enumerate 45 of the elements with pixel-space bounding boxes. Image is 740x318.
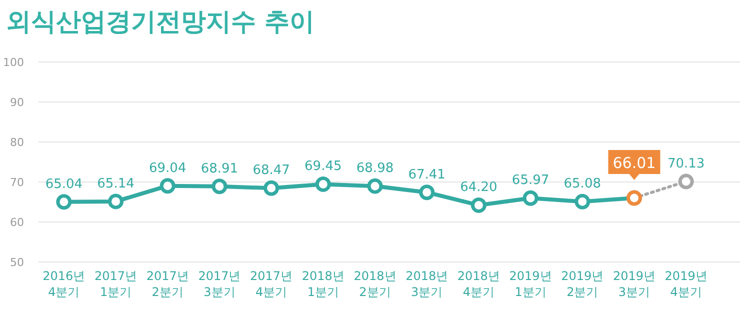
x-tick-label: 2018년 2분기: [354, 269, 396, 299]
x-tick-label: 2019년 1분기: [509, 269, 552, 299]
point: [212, 178, 228, 194]
y-tick-label: 80: [10, 136, 24, 149]
point: [160, 178, 176, 194]
chart-title: 외식산업경기전망지수 추이: [6, 7, 315, 36]
point: [574, 194, 590, 210]
x-tick-label: 2017년 4분기: [250, 269, 293, 299]
x-tick-label: 2016년 4분기: [42, 269, 86, 299]
x-tick-label: 2019년 3분기: [612, 269, 656, 299]
data-label: 65.04: [45, 176, 83, 192]
data-label: 68.98: [356, 161, 394, 176]
x-tick-label: 2017년 1분기: [94, 269, 138, 299]
point: [367, 178, 383, 194]
point: [419, 184, 435, 200]
point: [522, 190, 538, 206]
data-label: 66.01: [612, 154, 656, 172]
data-label: 68.47: [252, 163, 290, 178]
x-tick-label: 2017년 3분기: [198, 269, 241, 299]
point: [108, 194, 124, 210]
data-label: 67.41: [408, 167, 446, 182]
x-tick-label: 2017년 2분기: [146, 269, 189, 299]
x-tick-label: 2019년 4분기: [664, 269, 708, 299]
y-tick-label: 70: [10, 176, 24, 189]
data-label: 65.97: [512, 173, 550, 188]
y-tick-label: 90: [10, 96, 24, 109]
x-tick-label: 2018년 1분기: [302, 269, 344, 299]
data-label: 65.14: [97, 176, 134, 192]
y-tick-label: 50: [10, 256, 24, 269]
point: [264, 180, 280, 196]
y-tick-label: 100: [3, 56, 24, 69]
data-label: 70.13: [667, 156, 705, 172]
data-label: 68.91: [200, 161, 238, 176]
data-label: 69.04: [149, 160, 186, 176]
point: [56, 194, 72, 210]
x-tick-label: 2019년 2분기: [561, 269, 604, 299]
point: [470, 197, 486, 213]
point: [678, 174, 694, 190]
x-tick-label: 2018년 3분기: [406, 269, 448, 299]
x-tick-label: 2018년 4분기: [457, 269, 500, 299]
data-label: 64.20: [460, 180, 498, 196]
y-tick-label: 60: [10, 216, 24, 229]
data-label: 65.08: [564, 176, 601, 192]
point: [315, 176, 331, 192]
data-label: 69.45: [304, 159, 342, 174]
